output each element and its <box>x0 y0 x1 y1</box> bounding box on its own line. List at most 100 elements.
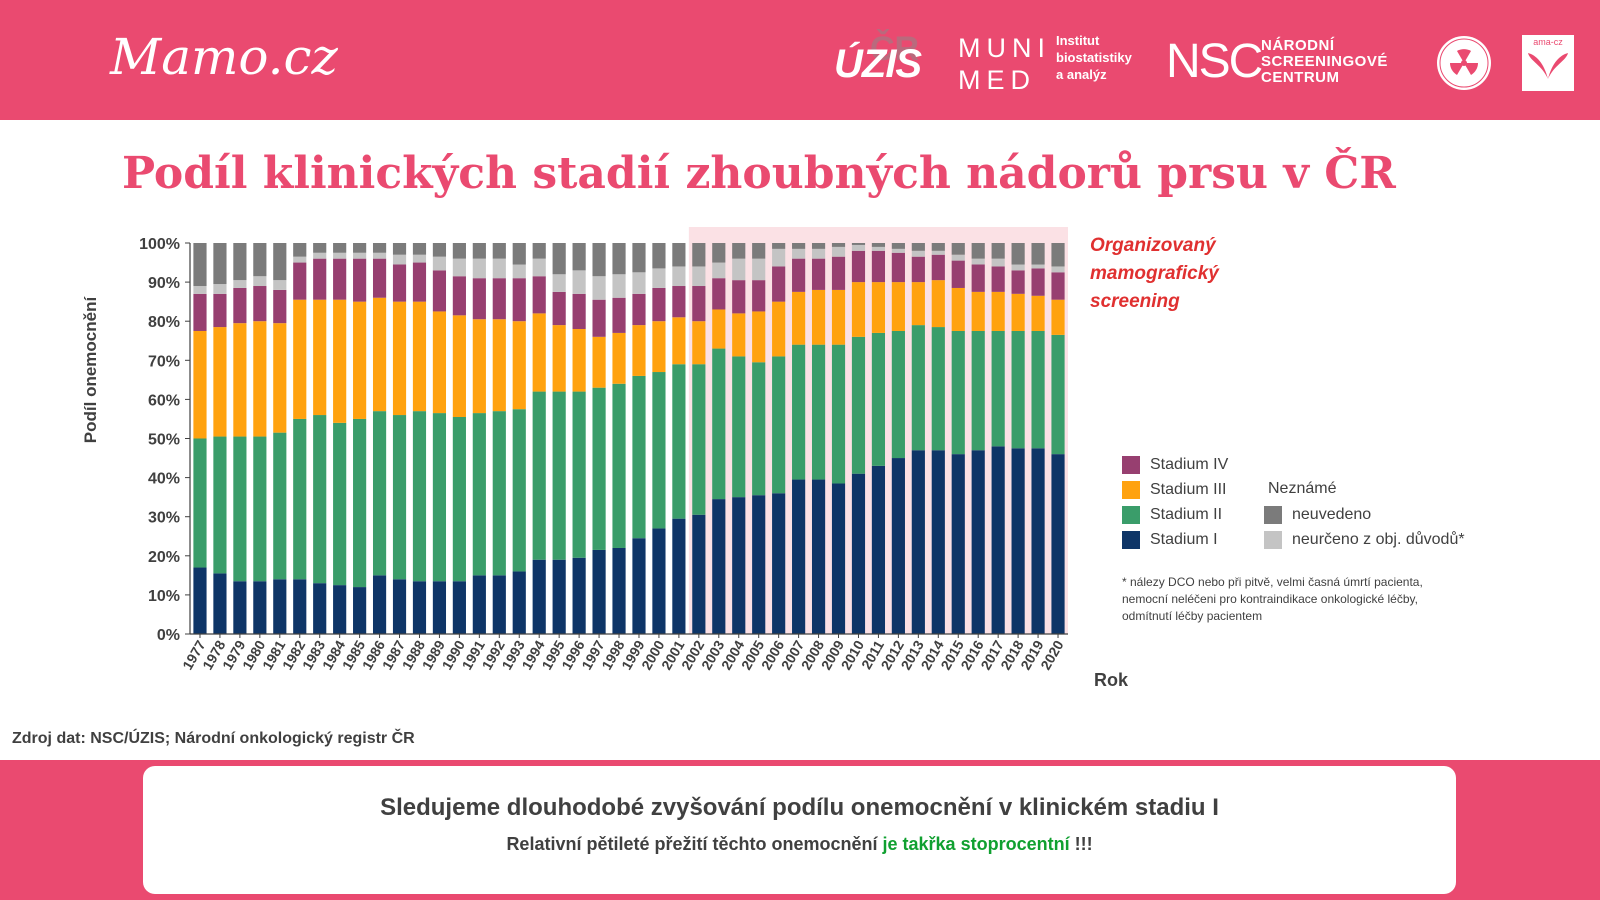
bar-segment <box>452 243 466 259</box>
bar-segment <box>213 293 227 328</box>
bar-segment <box>931 327 945 451</box>
message-subline-prefix: Relativní pětileté přežití těchto onemoc… <box>506 834 883 854</box>
bar-segment <box>951 254 965 261</box>
bar-segment <box>692 321 706 365</box>
bar-segment <box>552 325 566 392</box>
bar-segment <box>1011 330 1025 449</box>
bar-segment <box>672 518 686 634</box>
bar-segment <box>971 450 985 634</box>
annotation-line-3: screening <box>1090 291 1180 312</box>
y-tick-label: 70% <box>148 353 180 370</box>
bar-segment <box>452 258 466 277</box>
bar-segment <box>772 356 786 494</box>
bar-segment <box>353 258 367 302</box>
bar-segment <box>452 416 466 582</box>
bar-segment <box>412 411 427 582</box>
bar-segment <box>831 289 846 345</box>
bar-segment <box>273 323 287 433</box>
bar-segment <box>1011 243 1025 265</box>
bar-segment <box>752 280 766 312</box>
bar-segment <box>911 325 925 451</box>
bar-segment <box>891 252 905 283</box>
bar-segment <box>871 465 886 634</box>
bar-segment <box>1031 264 1045 269</box>
bar-segment <box>792 291 806 345</box>
bar-segment <box>1031 330 1045 449</box>
bar-segment <box>632 325 646 376</box>
bar-segment <box>313 243 327 253</box>
bar-segment <box>931 450 945 634</box>
radiology-society-logo[interactable] <box>1437 36 1491 90</box>
bar-segment <box>692 266 706 287</box>
bar-segment <box>971 264 985 292</box>
bar-segment <box>253 243 267 277</box>
bar-segment <box>911 450 925 634</box>
muni-text: MUNI <box>958 33 1051 63</box>
bar-segment <box>472 243 486 259</box>
bar-segment <box>612 383 626 548</box>
bar-segment <box>851 336 866 474</box>
bar-segment <box>772 248 786 267</box>
bar-segment <box>193 438 207 568</box>
bar-segment <box>353 418 367 588</box>
bar-segment <box>432 256 447 271</box>
uzis-logo[interactable]: ÚZIS <box>834 42 922 86</box>
bar-segment <box>632 293 646 326</box>
bar-segment <box>692 286 706 322</box>
bar-segment <box>592 243 606 277</box>
screening-annotation: Organizovaný mamografický screening <box>1090 232 1219 316</box>
ama-logo[interactable]: ama-cz <box>1521 34 1575 92</box>
bar-segment <box>652 321 666 373</box>
nsc-line-2: SCREENINGOVÉ <box>1261 53 1388 70</box>
bar-segment <box>712 309 726 349</box>
bar-segment <box>353 252 367 259</box>
bar-segment <box>552 291 566 326</box>
legend-unknown-header: Neznámé <box>1268 480 1337 497</box>
nsc-logo[interactable]: NSC <box>1166 35 1263 88</box>
bar-segment <box>313 299 327 416</box>
bar-segment <box>472 413 486 576</box>
bar-segment <box>333 422 347 586</box>
y-tick-label: 90% <box>148 275 180 292</box>
bar-segment <box>871 250 886 283</box>
bar-segment <box>372 258 387 298</box>
bar-segment <box>1011 293 1025 331</box>
bar-segment <box>293 418 307 580</box>
bar-segment <box>233 436 247 582</box>
bar-segment <box>273 280 287 290</box>
bar-segment <box>592 336 606 388</box>
bar-segment <box>971 330 985 451</box>
legend-label-stage3: Stadium III <box>1150 481 1227 498</box>
bar-segment <box>1031 448 1045 634</box>
bar-segment <box>233 581 247 634</box>
bar-segment <box>871 243 886 247</box>
bar-segment <box>193 293 207 331</box>
bar-segment <box>193 243 207 287</box>
bar-segment <box>412 301 427 412</box>
muni-med-logo[interactable]: MUNI MED <box>958 32 1051 96</box>
bar-segment <box>612 332 626 384</box>
x-axis-label: Rok <box>1094 670 1129 690</box>
bar-segment <box>492 278 506 320</box>
annotation-line-1: Organizovaný <box>1090 235 1216 256</box>
butterfly-icon <box>1528 53 1568 79</box>
bar-segment <box>851 250 866 283</box>
bar-segment <box>572 557 586 634</box>
bar-segment <box>752 495 766 634</box>
bar-segment <box>772 266 786 302</box>
bar-segment <box>752 311 766 363</box>
bar-segment <box>752 258 766 281</box>
bar-segment <box>273 579 287 634</box>
mamo-logo[interactable]: Mamo.cz <box>110 28 338 86</box>
bar-segment <box>931 243 945 251</box>
legend-swatch-stage4 <box>1122 456 1140 474</box>
bar-segment <box>1051 454 1065 634</box>
bar-segment <box>253 321 267 437</box>
bar-segment <box>293 579 307 634</box>
bar-segment <box>851 282 866 337</box>
bar-segment <box>891 243 905 249</box>
bar-segment <box>652 243 666 269</box>
bar-segment <box>512 321 526 410</box>
bar-segment <box>532 258 546 277</box>
bar-segment <box>213 284 227 294</box>
